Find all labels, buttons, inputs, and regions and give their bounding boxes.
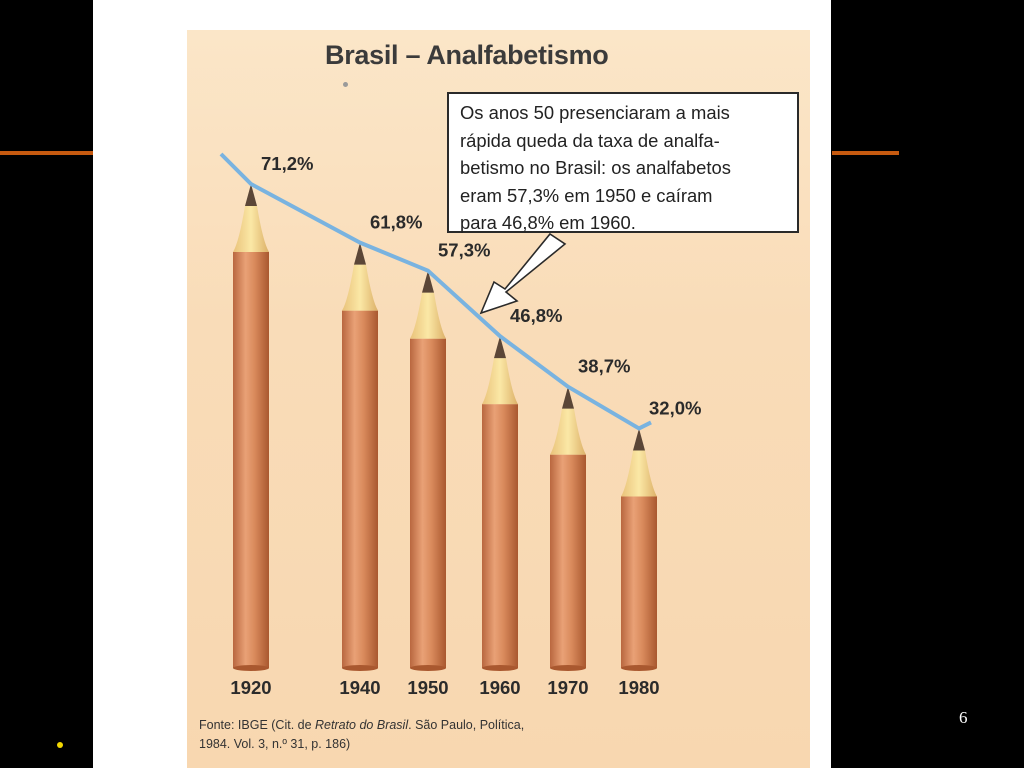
callout-line: betismo no Brasil: os analfabetos [460, 157, 731, 178]
pencil-body [550, 454, 586, 668]
bullet-dot [57, 742, 63, 748]
data-label: 46,8% [510, 305, 562, 326]
source-line-2: 1984. Vol. 3, n.º 31, p. 186) [199, 737, 351, 751]
data-label: 57,3% [438, 240, 490, 261]
pencil-bar-1970 [550, 386, 586, 671]
source-prefix: Fonte: IBGE (Cit. de [199, 718, 316, 732]
x-tick-label: 1920 [230, 677, 271, 698]
data-label: 71,2% [261, 153, 313, 174]
callout-arrow [479, 232, 567, 315]
pencil-wood [342, 264, 378, 311]
chart-title: Brasil – Analfabetismo [325, 40, 609, 70]
pencil-wood [550, 408, 586, 455]
pencil-lead [422, 270, 434, 293]
print-dot [343, 82, 348, 87]
pencil-base [342, 665, 378, 671]
pencil-bar-1980 [621, 428, 657, 671]
pencil-wood [621, 450, 657, 497]
pencil-body [233, 252, 269, 668]
pencil-body [342, 310, 378, 668]
orange-rule-right [832, 151, 899, 155]
pencil-bar-1950 [410, 270, 446, 671]
pencil-base [233, 665, 269, 671]
x-tick-label: 1960 [479, 677, 520, 698]
callout-line: eram 57,3% em 1950 e caíram [460, 184, 713, 206]
pencil-lead [494, 336, 506, 359]
source-title: Retrato do Brasil [315, 718, 409, 732]
pencil-lead [245, 184, 257, 206]
pencil-base [621, 665, 657, 671]
source-rest: . São Paulo, Política, [408, 718, 525, 732]
pencil-bars [233, 184, 657, 671]
source-note: Fonte: IBGE (Cit. de Retrato do Brasil. … [199, 716, 524, 754]
slide-page-number: 6 [959, 708, 968, 727]
pencil-base [550, 665, 586, 671]
pencil-wood [482, 358, 518, 405]
data-label: 61,8% [370, 212, 422, 233]
pencil-base [482, 665, 518, 671]
callout-box: Os anos 50 presenciaram a mais rápida qu… [447, 92, 799, 233]
pencil-lead [562, 386, 574, 409]
pencil-lead [354, 242, 366, 265]
pencil-lead [633, 428, 645, 451]
pencil-bar-1940 [342, 242, 378, 671]
pencil-wood [233, 206, 269, 252]
callout-line: para 46,8% em 1960. [460, 212, 636, 233]
pencil-bar-1960 [482, 336, 518, 671]
x-tick-label: 1970 [547, 677, 588, 698]
trend-line [219, 152, 652, 431]
pencil-bar-1920 [233, 184, 269, 671]
pencil-body [621, 496, 657, 668]
pencil-base [410, 665, 446, 671]
x-tick-label: 1940 [339, 677, 380, 698]
pencil-body [482, 404, 518, 668]
pencil-wood [410, 292, 446, 339]
data-label: 32,0% [649, 397, 701, 418]
callout-line: Os anos 50 presenciaram a mais [460, 102, 730, 123]
x-tick-label: 1950 [407, 677, 448, 698]
x-tick-label: 1980 [618, 677, 659, 698]
pencil-body [410, 338, 446, 668]
orange-rule-left [0, 151, 96, 155]
callout-line: rápida queda da taxa de analfa- [460, 129, 720, 151]
data-label: 38,7% [578, 356, 630, 377]
